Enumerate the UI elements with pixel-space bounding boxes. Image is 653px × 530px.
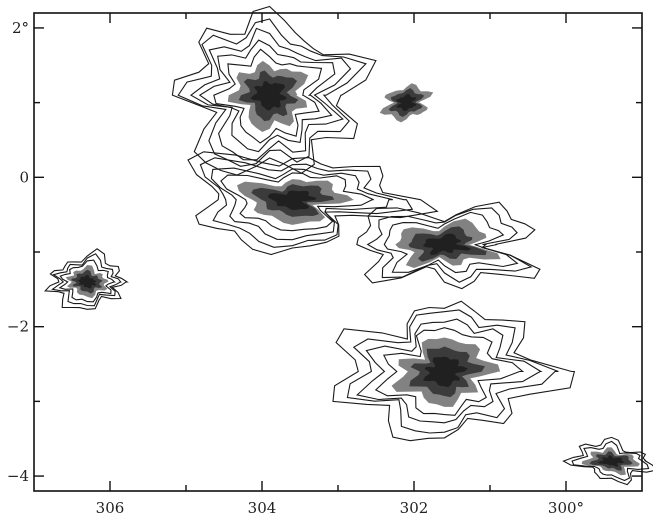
y-tick-label: −4 [7,467,29,485]
plot-frame [33,12,643,492]
contour-level [383,211,519,274]
contour-level [356,318,543,424]
contour-level [396,93,417,112]
cloud-northern-complex [171,5,377,176]
contour-level [346,309,559,434]
contour-level [213,48,323,144]
y-tick-label: 2° [12,19,29,37]
cloud-southeast-corner [562,436,653,486]
cloud-eastern-ridge [356,201,541,290]
contour-level [356,201,541,290]
contour-layer [44,5,653,486]
contour-level [267,190,317,210]
contour-level [171,5,377,176]
cloud-southern-complex [332,300,576,442]
contour-level [366,207,533,283]
x-tick-label: 302 [400,499,429,517]
contour-level [597,455,625,467]
y-tick-label: 0 [19,168,29,186]
contour-level [220,172,374,232]
contour-level [58,259,116,303]
axis-ticks [34,13,642,491]
contour-level [374,327,525,416]
contour-level [198,39,336,153]
x-tick-label: 304 [248,499,277,517]
contour-level [332,300,576,442]
contour-level [571,440,650,482]
contour-level [562,436,653,486]
x-tick-label: 300° [548,499,584,517]
y-tick-label: −2 [7,318,29,336]
contour-level [210,167,393,241]
x-tick-label: 306 [96,499,125,517]
contour-level [44,248,129,310]
cloud-central-complex [187,151,439,256]
contour-level [77,274,97,289]
contour-level [190,27,352,161]
cloud-western-knot [44,248,129,310]
contour-level [250,81,288,111]
axis-tick-labels: 306 304 302 300° 2° 0 −2 −4 [7,19,584,517]
contour-level [187,151,439,256]
contour-level [423,233,472,256]
cloud-small-patch-east [379,83,434,123]
contour-level [51,253,122,307]
contour-level [199,157,414,248]
contour-level [423,356,468,388]
